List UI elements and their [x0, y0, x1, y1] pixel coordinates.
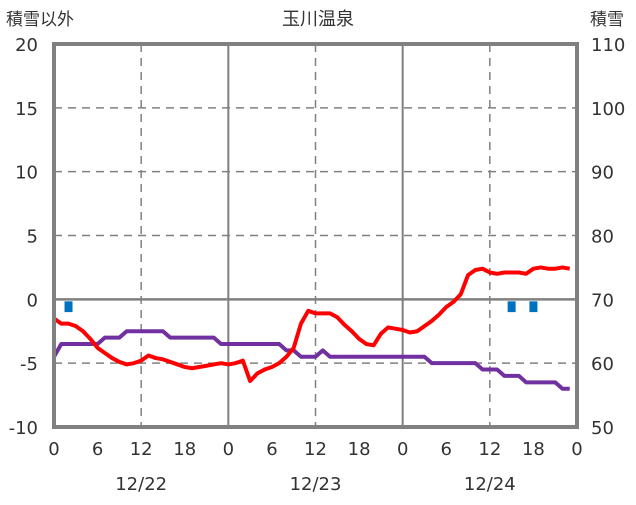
left-tick-label: -10 — [9, 418, 38, 439]
precipitation-bar — [64, 301, 73, 313]
left-tick-label: 10 — [15, 163, 38, 184]
left-tick-label: 0 — [27, 290, 38, 311]
right-tick-label: 80 — [591, 227, 614, 248]
x-tick-label: 6 — [92, 439, 103, 460]
right-tick-label: 60 — [591, 354, 614, 375]
right-tick-label: 110 — [591, 35, 625, 56]
precipitation-bar — [529, 301, 538, 313]
x-tick-label: 12 — [478, 439, 501, 460]
precipitation-bar — [507, 301, 516, 313]
x-tick-label: 0 — [397, 439, 408, 460]
left-tick-label: 5 — [27, 227, 38, 248]
x-tick-label: 18 — [173, 439, 196, 460]
x-tick-label: 6 — [266, 439, 277, 460]
plot-frame — [52, 42, 579, 429]
x-tick-label: 18 — [348, 439, 371, 460]
x-tick-label: 12 — [304, 439, 327, 460]
right-tick-label: 70 — [591, 290, 614, 311]
right-tick-label: 90 — [591, 163, 614, 184]
chart-title: 玉川温泉 — [282, 9, 354, 30]
left-tick-label: 20 — [15, 35, 38, 56]
right-tick-label: 50 — [591, 418, 614, 439]
date-label: 12/23 — [290, 474, 342, 495]
x-tick-label: 18 — [522, 439, 545, 460]
x-tick-label: 0 — [48, 439, 59, 460]
left-tick-label: 15 — [15, 99, 38, 120]
right-tick-label: 100 — [591, 99, 625, 120]
x-tick-label: 0 — [223, 439, 234, 460]
temperature-line — [52, 265, 571, 384]
left-tick-label: -5 — [20, 354, 38, 375]
left-axis-label: 積雪以外 — [6, 10, 74, 30]
date-label: 12/22 — [115, 474, 167, 495]
x-tick-label: 12 — [130, 439, 153, 460]
x-tick-label: 6 — [441, 439, 452, 460]
snow-depth-line — [52, 329, 570, 391]
right-axis-label: 積雪 — [590, 10, 624, 30]
date-label: 12/24 — [464, 474, 516, 495]
x-tick-label: 0 — [571, 439, 582, 460]
